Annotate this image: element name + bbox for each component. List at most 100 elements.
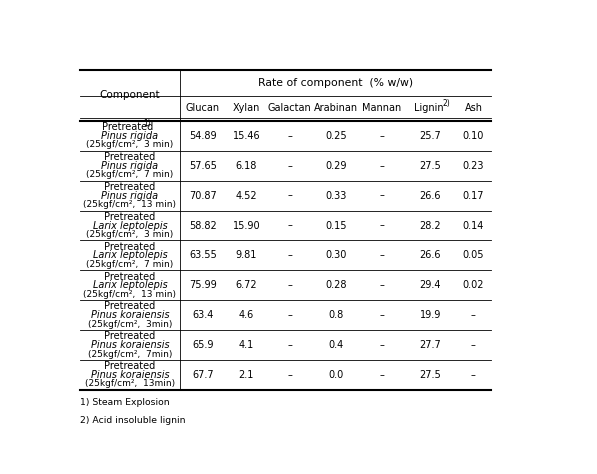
Text: –: – (287, 370, 292, 380)
Text: Pinus koraiensis: Pinus koraiensis (91, 340, 169, 350)
Text: –: – (380, 220, 384, 230)
Text: 26.6: 26.6 (420, 250, 441, 260)
Text: 4.52: 4.52 (235, 191, 257, 201)
Text: 1): 1) (143, 119, 150, 128)
Text: Arabinan: Arabinan (314, 103, 358, 113)
Text: 0.02: 0.02 (463, 280, 484, 291)
Text: 70.87: 70.87 (189, 191, 217, 201)
Text: Larix leptolepis: Larix leptolepis (93, 280, 167, 291)
Text: 0.23: 0.23 (463, 161, 484, 171)
Text: 65.9: 65.9 (192, 340, 214, 350)
Text: Pretreated: Pretreated (104, 301, 156, 311)
Text: 28.2: 28.2 (420, 220, 441, 230)
Text: Pretreated: Pretreated (104, 272, 156, 282)
Text: –: – (471, 370, 476, 380)
Text: Pretreated: Pretreated (104, 212, 156, 222)
Text: Larix leptolepis: Larix leptolepis (93, 220, 167, 230)
Text: Glucan: Glucan (186, 103, 220, 113)
Text: (25kgf/cm²,  3min): (25kgf/cm², 3min) (88, 319, 172, 328)
Text: 54.89: 54.89 (189, 131, 217, 141)
Text: 0.33: 0.33 (325, 191, 347, 201)
Text: 0.25: 0.25 (325, 131, 347, 141)
Text: –: – (380, 370, 384, 380)
Text: 15.90: 15.90 (232, 220, 260, 230)
Text: Pinus rigida: Pinus rigida (101, 131, 158, 141)
Text: 29.4: 29.4 (420, 280, 441, 291)
Text: Rate of component  (% w/w): Rate of component (% w/w) (257, 78, 413, 88)
Text: (25kgf/cm²,  7min): (25kgf/cm², 7min) (88, 349, 172, 358)
Text: 67.7: 67.7 (192, 370, 214, 380)
Text: Pretreated: Pretreated (104, 242, 156, 252)
Text: –: – (287, 220, 292, 230)
Text: (25kgf/cm²,  13min): (25kgf/cm², 13min) (85, 380, 175, 389)
Text: 27.5: 27.5 (420, 161, 441, 171)
Text: –: – (380, 310, 384, 320)
Text: 0.15: 0.15 (325, 220, 347, 230)
Text: 63.4: 63.4 (192, 310, 214, 320)
Text: 0.30: 0.30 (325, 250, 347, 260)
Text: Lignin: Lignin (414, 103, 444, 113)
Text: –: – (287, 161, 292, 171)
Text: Larix leptolepis: Larix leptolepis (93, 250, 167, 260)
Text: 57.65: 57.65 (189, 161, 217, 171)
Text: –: – (380, 250, 384, 260)
Text: Pretreated: Pretreated (101, 122, 153, 132)
Text: 0.10: 0.10 (463, 131, 484, 141)
Text: –: – (287, 131, 292, 141)
Text: 27.7: 27.7 (420, 340, 441, 350)
Text: 27.5: 27.5 (420, 370, 441, 380)
Text: Component: Component (100, 90, 160, 100)
Text: –: – (380, 191, 384, 201)
Text: 0.0: 0.0 (328, 370, 344, 380)
Text: Ash: Ash (464, 103, 482, 113)
Text: –: – (471, 310, 476, 320)
Text: 1) Steam Explosion: 1) Steam Explosion (80, 398, 170, 407)
Text: 75.99: 75.99 (189, 280, 217, 291)
Text: –: – (380, 280, 384, 291)
Text: 0.28: 0.28 (325, 280, 347, 291)
Text: –: – (287, 340, 292, 350)
Text: 25.7: 25.7 (420, 131, 441, 141)
Text: 0.14: 0.14 (463, 220, 484, 230)
Text: 2.1: 2.1 (239, 370, 254, 380)
Text: –: – (287, 310, 292, 320)
Text: 0.29: 0.29 (325, 161, 347, 171)
Text: Pretreated: Pretreated (104, 361, 156, 371)
Text: Pinus koraiensis: Pinus koraiensis (91, 370, 169, 380)
Text: 9.81: 9.81 (236, 250, 257, 260)
Text: 6.18: 6.18 (236, 161, 257, 171)
Text: 19.9: 19.9 (420, 310, 441, 320)
Text: –: – (287, 280, 292, 291)
Text: Pinus rigida: Pinus rigida (101, 161, 158, 171)
Text: Galactan: Galactan (268, 103, 312, 113)
Text: (25kgf/cm²,  3 min): (25kgf/cm², 3 min) (87, 230, 174, 239)
Text: (25kgf/cm²,  13 min): (25kgf/cm², 13 min) (84, 290, 177, 299)
Text: 2): 2) (442, 100, 450, 109)
Text: 6.72: 6.72 (235, 280, 257, 291)
Text: 26.6: 26.6 (420, 191, 441, 201)
Text: –: – (287, 191, 292, 201)
Text: 0.05: 0.05 (463, 250, 484, 260)
Text: –: – (471, 340, 476, 350)
Text: 2) Acid insoluble lignin: 2) Acid insoluble lignin (80, 416, 186, 425)
Text: Pinus rigida: Pinus rigida (101, 191, 158, 201)
Text: 0.4: 0.4 (328, 340, 344, 350)
Text: –: – (287, 250, 292, 260)
Text: 15.46: 15.46 (232, 131, 260, 141)
Text: Mannan: Mannan (362, 103, 401, 113)
Text: Pinus koraiensis: Pinus koraiensis (91, 310, 169, 320)
Text: 0.17: 0.17 (463, 191, 484, 201)
Text: –: – (380, 161, 384, 171)
Text: 0.8: 0.8 (328, 310, 344, 320)
Text: Pretreated: Pretreated (104, 152, 156, 162)
Text: (25kgf/cm²,  3 min): (25kgf/cm², 3 min) (87, 140, 174, 149)
Text: 58.82: 58.82 (189, 220, 217, 230)
Text: 4.6: 4.6 (239, 310, 254, 320)
Text: (25kgf/cm²,  7 min): (25kgf/cm², 7 min) (87, 170, 174, 179)
Text: Pretreated: Pretreated (104, 182, 156, 192)
Text: Xylan: Xylan (233, 103, 260, 113)
Text: (25kgf/cm²,  7 min): (25kgf/cm², 7 min) (87, 260, 174, 269)
Text: –: – (380, 131, 384, 141)
Text: 63.55: 63.55 (189, 250, 217, 260)
Text: –: – (380, 340, 384, 350)
